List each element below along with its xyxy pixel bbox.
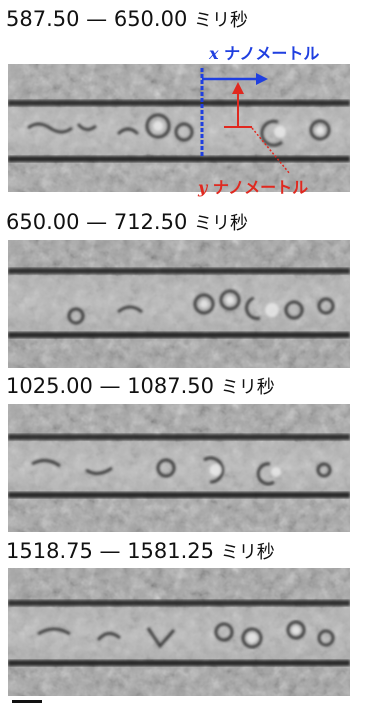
panel-4-time-range: 1518.75 — 1581.25 bbox=[6, 539, 215, 563]
x-variable: x bbox=[209, 44, 219, 63]
panel-3-image bbox=[8, 404, 350, 532]
panel-2-unit: ミリ秒 bbox=[194, 213, 248, 234]
x-axis-arrow-head bbox=[256, 73, 268, 85]
panel-2-time-range: 650.00 — 712.50 bbox=[6, 210, 188, 234]
panel-4-image bbox=[8, 568, 350, 696]
scale-bar bbox=[12, 700, 42, 703]
panel-3-time-range: 1025.00 — 1087.50 bbox=[6, 374, 215, 398]
panel-3-unit: ミリ秒 bbox=[220, 377, 275, 398]
y-variable: y bbox=[198, 178, 208, 197]
panel-1-image bbox=[8, 64, 350, 192]
panel-1-unit: ミリ秒 bbox=[194, 10, 248, 31]
panel-2-image bbox=[8, 240, 350, 368]
x-axis-label: x ナノメートル bbox=[209, 40, 319, 64]
y-unit-label: ナノメートル bbox=[212, 178, 309, 197]
panel-3-caption: 1025.00 — 1087.50 ミリ秒 bbox=[6, 371, 275, 401]
panel-1-time-range: 587.50 — 650.00 bbox=[6, 7, 188, 31]
coordinate-annotation bbox=[200, 68, 291, 175]
x-unit-label: ナノメートル bbox=[224, 44, 320, 63]
panel-2-caption: 650.00 — 712.50 ミリ秒 bbox=[6, 207, 248, 237]
panel-4-unit: ミリ秒 bbox=[220, 542, 275, 563]
panel-1-caption: 587.50 — 650.00 ミリ秒 bbox=[6, 4, 248, 34]
panel-4-caption: 1518.75 — 1581.25 ミリ秒 bbox=[6, 536, 275, 566]
y-axis-label: y ナノメートル bbox=[198, 174, 308, 198]
y-axis-arrow-head bbox=[232, 82, 244, 94]
y-leader-line bbox=[251, 127, 291, 175]
